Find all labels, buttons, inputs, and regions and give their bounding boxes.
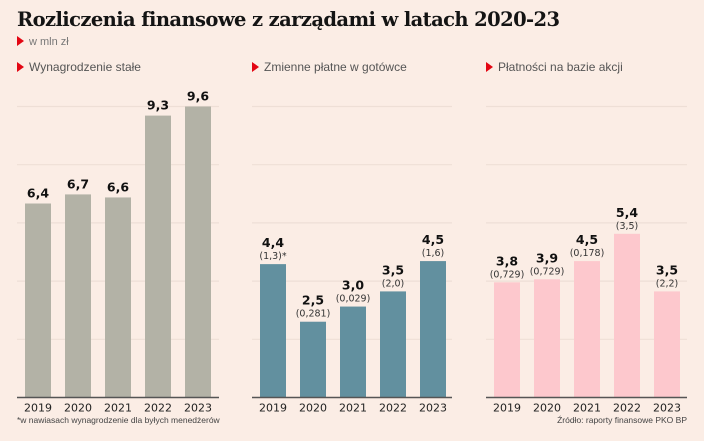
bar-2021	[105, 197, 131, 398]
sub-value-label: (0,729)	[490, 269, 525, 280]
panel-title-share-based: Płatności na bazie akcji	[486, 60, 623, 74]
panel-title-variable-cash: Zmienne płatne w gotówce	[252, 60, 407, 74]
bar-2022	[614, 233, 640, 398]
unit-label: w mln zł	[17, 36, 69, 48]
bar-2023	[420, 261, 446, 398]
x-tick-label: 2023	[653, 402, 681, 415]
bar-2021	[574, 261, 600, 398]
x-tick-label: 2020	[299, 402, 327, 415]
x-tick-label: 2023	[419, 402, 447, 415]
x-tick-label: 2019	[259, 402, 287, 415]
sub-value-label: (1,6)	[422, 248, 445, 259]
red-triangle-icon	[252, 62, 259, 72]
value-label: 5,4	[616, 205, 638, 220]
value-label: 9,3	[147, 98, 169, 113]
red-triangle-icon	[17, 62, 24, 72]
value-label: 3,0	[342, 278, 364, 293]
value-label: 6,4	[27, 186, 49, 201]
value-label: 2,5	[302, 293, 324, 308]
sub-value-label: (2,0)	[382, 278, 405, 289]
value-label: 4,5	[422, 232, 444, 247]
panel-title-text: Zmienne płatne w gotówce	[264, 60, 407, 74]
bar-2020	[65, 194, 91, 398]
value-label: 3,9	[536, 250, 558, 265]
chart-title: Rozliczenia finansowe z zarządami w lata…	[17, 8, 560, 31]
x-tick-label: 2021	[339, 402, 367, 415]
x-tick-label: 2020	[64, 402, 92, 415]
bar-2019	[25, 203, 51, 398]
footnote: *w nawiasach wynagrodzenie dla byłych me…	[17, 415, 220, 425]
sub-value-label: (0,178)	[570, 248, 605, 259]
bar-2019	[494, 282, 520, 398]
value-label: 6,6	[107, 179, 129, 194]
sub-value-label: (1,3)*	[259, 251, 287, 262]
bar-2022	[380, 291, 406, 398]
x-tick-label: 2022	[613, 402, 641, 415]
value-label: 3,5	[656, 262, 678, 277]
panel-title-text: Płatności na bazie akcji	[498, 60, 623, 74]
x-tick-label: 2021	[104, 402, 132, 415]
value-label: 9,6	[187, 89, 209, 104]
red-triangle-icon	[17, 36, 24, 46]
bar-2023	[185, 106, 211, 398]
red-triangle-icon	[486, 62, 493, 72]
unit-text: w mln zł	[29, 36, 69, 48]
bar-2020	[534, 279, 560, 398]
x-tick-label: 2023	[184, 402, 212, 415]
value-label: 4,5	[576, 232, 598, 247]
value-label: 3,5	[382, 262, 404, 277]
bar-2022	[145, 115, 171, 398]
x-tick-label: 2019	[24, 402, 52, 415]
x-tick-label: 2020	[533, 402, 561, 415]
panel-title-fixed-salary: Wynagrodzenie stałe	[17, 60, 141, 74]
sub-value-label: (2,2)	[656, 278, 679, 289]
x-tick-label: 2019	[493, 402, 521, 415]
sub-value-label: (0,029)	[336, 294, 371, 305]
value-label: 3,8	[496, 253, 518, 268]
value-label: 6,7	[67, 176, 89, 191]
value-label: 4,4	[262, 235, 284, 250]
panel-title-text: Wynagrodzenie stałe	[29, 60, 141, 74]
bar-2021	[340, 306, 366, 398]
source-note: Źródło: raporty finansowe PKO BP	[557, 415, 687, 425]
bar-2023	[654, 291, 680, 398]
x-tick-label: 2022	[144, 402, 172, 415]
bar-2020	[300, 321, 326, 398]
x-tick-label: 2022	[379, 402, 407, 415]
sub-value-label: (3,5)	[616, 221, 639, 232]
sub-value-label: (0,729)	[530, 266, 565, 277]
sub-value-label: (0,281)	[296, 309, 331, 320]
bar-2019	[260, 264, 286, 398]
x-tick-label: 2021	[573, 402, 601, 415]
